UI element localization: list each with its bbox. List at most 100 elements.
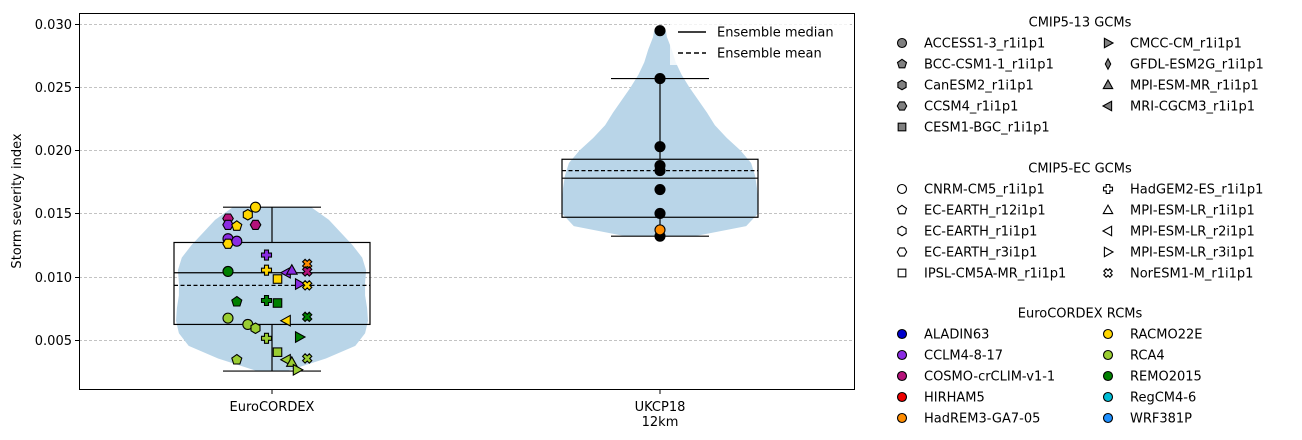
ensemble-member-point (272, 347, 283, 357)
legend-marker-triangle-left-icon (1101, 225, 1113, 237)
ensemble-member-point (301, 279, 313, 291)
legend-swatch-regcm4-6 (1102, 391, 1114, 403)
legend-label-hadrem3-ga7-05: HadREM3-GA7-05 (924, 412, 1040, 427)
legend-swatch-rca4 (1102, 349, 1114, 361)
legend-swatch-cosmo-crclim-v1-1 (896, 370, 908, 382)
legend-label-cmcc-cm-r1i1p1: CMCC-CM_r1i1p1 (1130, 37, 1242, 52)
ensemble-member-point (285, 355, 299, 367)
ensemble-member-point (231, 220, 243, 231)
inner-legend: Ensemble median Ensemble mean (670, 17, 850, 65)
violin-eurocordex (176, 207, 368, 372)
ukcp18-member-point (654, 183, 666, 196)
ensemble-member-point (222, 265, 234, 278)
legend-marker-square-icon (897, 122, 907, 132)
legend-label-wrf381p: WRF381P (1130, 412, 1192, 427)
ensemble-member-point (231, 295, 243, 307)
legend-label-ec-earth-r3i1p1: EC-EARTH_r3i1p1 (924, 246, 1037, 261)
x-tick-label: UKCP18 (635, 400, 686, 415)
ensemble-member-point (250, 322, 261, 335)
legend-marker-pentagon-icon (896, 204, 908, 215)
legend-label-bcc-csm1-1-r1i1p1: BCC-CSM1-1_r1i1p1 (924, 58, 1054, 73)
ensemble-member-point (249, 201, 262, 213)
legend-group-title: CMIP5-EC GCMs (1028, 162, 1132, 177)
plot-frame (79, 13, 855, 390)
x-tick-label: EuroCORDEX (230, 400, 315, 415)
ensemble-member-point (249, 219, 262, 230)
ensemble-member-point (272, 274, 283, 284)
ensemble-member-point (301, 266, 313, 277)
legend-group-title: EuroCORDEX RCMs (1018, 307, 1143, 322)
legend-swatch-remo2015 (1102, 370, 1114, 382)
ensemble-member-point (260, 249, 273, 261)
ensemble-member-point (231, 235, 243, 247)
ukcp18-member-point (654, 25, 666, 37)
ukcp18-member-point (654, 141, 666, 153)
y-tick-label: 0.010 (35, 271, 72, 286)
legend-marker-plus-icon (1102, 183, 1114, 195)
legend-label-mpi-esm-mr-r1i1p1: MPI-ESM-MR_r1i1p1 (1130, 79, 1259, 94)
y-tick-label: 0.005 (35, 334, 72, 349)
ensemble-member-point (292, 363, 304, 377)
legend-swatch-wrf381p (1102, 412, 1114, 424)
ensemble-member-point (272, 298, 283, 308)
legend-label-cnrm-cm5-r1i1p1: CNRM-CM5_r1i1p1 (924, 183, 1045, 198)
legend-marker-hexagon-icon (897, 225, 907, 237)
ensemble-member-point (222, 219, 234, 230)
legend-marker-circle-icon (896, 37, 908, 49)
ensemble-member-point (222, 238, 234, 249)
legend-marker-triangle-left-icon (1101, 100, 1113, 112)
ensemble-member-point (279, 314, 291, 327)
legend-label-hadgem2-es-r1i1p1: HadGEM2-ES_r1i1p1 (1130, 183, 1263, 198)
legend-label-racmo22e: RACMO22E (1130, 328, 1202, 343)
legend-label-rca4: RCA4 (1130, 349, 1165, 364)
legend-ensemble-median-label: Ensemble median (717, 26, 834, 41)
ukcp18-member-point (654, 165, 666, 177)
legend-label-gfdl-esm2g-r1i1p1: GFDL-ESM2G_r1i1p1 (1130, 58, 1264, 73)
legend-swatch-hadrem3-ga7-05 (896, 412, 908, 424)
legend-label-ec-earth-r12i1p1: EC-EARTH_r12i1p1 (924, 204, 1046, 219)
legend-label-ec-earth-r1i1p1: EC-EARTH_r1i1p1 (924, 225, 1037, 240)
legend-label-mpi-esm-lr-r2i1p1: MPI-ESM-LR_r2i1p1 (1130, 225, 1255, 240)
legend-marker-triangle-right-icon (1103, 37, 1115, 49)
ensemble-member-point (260, 332, 273, 344)
legend-swatch-racmo22e (1102, 328, 1114, 340)
ensemble-member-point (242, 208, 253, 221)
legend-label-ccsm4-r1i1p1: CCSM4_r1i1p1 (924, 100, 1018, 115)
ensemble-member-point (301, 353, 313, 364)
legend-label-cosmo-crclim-v1-1: COSMO-crCLIM-v1-1 (924, 370, 1055, 385)
legend-label-cesm1-bgc-r1i1p1: CESM1-BGC_r1i1p1 (924, 121, 1050, 136)
legend-marker-circle-icon (896, 183, 908, 195)
ukcp18-member-point (654, 73, 666, 85)
y-tick-label: 0.030 (35, 18, 72, 33)
legend-marker-pentagon-icon (896, 58, 908, 69)
legend-ensemble-mean-label: Ensemble mean (717, 47, 822, 62)
legend-label-canesm2-r1i1p1: CanESM2_r1i1p1 (924, 79, 1034, 94)
legend-label-aladin63: ALADIN63 (924, 328, 989, 343)
legend-label-mri-cgcm3-r1i1p1: MRI-CGCM3_r1i1p1 (1130, 100, 1255, 115)
legend-swatch-hirham5 (896, 391, 908, 403)
ensemble-member-point (654, 224, 666, 236)
legend-marker-x-icon (1103, 268, 1113, 278)
legend-marker-triangle-right-icon (1103, 246, 1115, 258)
ensemble-member-point (294, 277, 307, 291)
legend-swatch-aladin63 (896, 328, 908, 340)
box-layer (173, 77, 759, 372)
legend-label-ipsl-cm5a-mr-r1i1p1: IPSL-CM5A-MR_r1i1p1 (924, 267, 1066, 282)
ensemble-member-point (222, 312, 234, 324)
gcm-rcm-legend: CMIP5-13 GCMs ACCESS1-3_r1i1p1 BCC-CSM1-1_… (896, 16, 1264, 427)
ukcp18-member-point (654, 207, 666, 220)
y-tick-label: 0.025 (35, 81, 72, 96)
legend-label-mpi-esm-lr-r1i1p1: MPI-ESM-LR_r1i1p1 (1130, 204, 1255, 219)
legend-marker-triangle-up-icon (1102, 78, 1114, 90)
legend-label-hirham5: HIRHAM5 (924, 391, 985, 406)
legend-label-remo2015: REMO2015 (1130, 370, 1202, 385)
legend-marker-hexagon-icon (897, 79, 907, 91)
legend-marker-hexagon2-icon (896, 101, 908, 111)
legend-label-cclm4-8-17: CCLM4-8-17 (924, 349, 1003, 364)
legend-label-access1-3-r1i1p1: ACCESS1-3_r1i1p1 (924, 37, 1045, 52)
legend-marker-hexagon2-icon (896, 247, 908, 257)
legend-swatch-cclm4-8-17 (896, 349, 908, 361)
x-tick-label: 12km (642, 415, 679, 430)
ensemble-member-point (301, 258, 313, 270)
